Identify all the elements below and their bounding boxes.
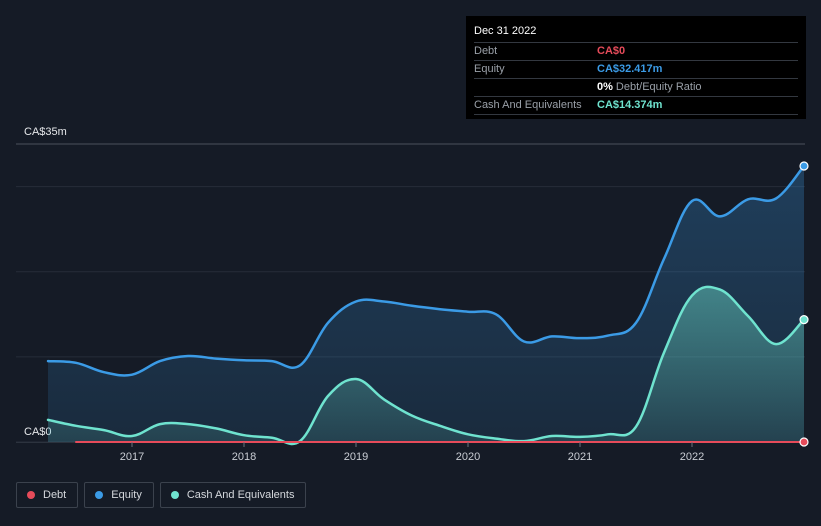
legend-label-cash: Cash And Equivalents bbox=[186, 489, 295, 501]
y-axis-bottom-label: CA$0 bbox=[24, 426, 52, 438]
tooltip-debt-label: Debt bbox=[474, 45, 498, 57]
legend-dot-cash bbox=[170, 491, 179, 499]
equity-area bbox=[48, 166, 804, 442]
legend-item-equity[interactable]: Equity bbox=[84, 482, 154, 508]
x-tick-label: 2017 bbox=[120, 451, 144, 463]
equity-end-marker bbox=[799, 161, 809, 171]
chart-legend: Debt Equity Cash And Equivalents bbox=[16, 482, 307, 508]
tooltip-panel: Dec 31 2022 Debt CA$0 Equity CA$32.417m … bbox=[466, 16, 806, 119]
tooltip-equity-value: CA$32.417m bbox=[597, 63, 663, 75]
tooltip-row-ratio: 0% Debt/Equity Ratio bbox=[474, 78, 798, 96]
y-axis-top-label: CA$35m bbox=[24, 126, 67, 138]
tooltip-row-equity: Equity CA$32.417m bbox=[474, 60, 798, 78]
tooltip-ratio-value: 0% bbox=[597, 81, 613, 93]
x-tick-label: 2022 bbox=[680, 451, 704, 463]
legend-dot-debt bbox=[27, 491, 35, 499]
tooltip-cash-value: CA$14.374m bbox=[597, 99, 663, 111]
cash-line bbox=[46, 285, 806, 446]
tooltip-row-cash: Cash And Equivalents CA$14.374m bbox=[474, 96, 798, 115]
tooltip-ratio-label: Debt/Equity Ratio bbox=[615, 81, 702, 93]
legend-dot-equity bbox=[95, 491, 104, 499]
x-tick-label: 2018 bbox=[232, 451, 256, 463]
tooltip-cash-label: Cash And Equivalents bbox=[474, 99, 582, 111]
tooltip-debt-value: CA$0 bbox=[597, 45, 626, 57]
legend-item-cash[interactable]: Cash And Equivalents bbox=[159, 482, 307, 508]
tooltip-date: Dec 31 2022 bbox=[474, 25, 537, 37]
legend-label-equity: Equity bbox=[111, 489, 142, 501]
x-tick-label: 2019 bbox=[344, 451, 368, 463]
tooltip-equity-label: Equity bbox=[474, 63, 505, 75]
legend-label-debt: Debt bbox=[43, 489, 67, 501]
tooltip-row-debt: Debt CA$0 bbox=[474, 42, 798, 60]
equity-line bbox=[46, 164, 806, 377]
x-tick-label: 2020 bbox=[456, 451, 480, 463]
legend-item-debt[interactable]: Debt bbox=[16, 482, 79, 508]
debt-end-marker bbox=[799, 437, 809, 447]
cash-end-marker bbox=[799, 315, 809, 325]
cash-area bbox=[48, 286, 804, 444]
x-tick-label: 2021 bbox=[568, 451, 592, 463]
